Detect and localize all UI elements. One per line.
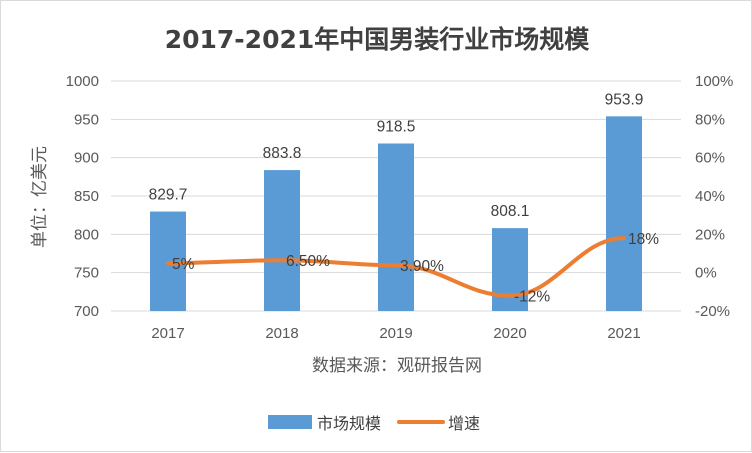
- bar-2019: [378, 143, 414, 311]
- y-axis-right-ticks: -20% 0% 20% 40% 60% 80% 100%: [695, 73, 733, 320]
- bar-data-labels: 829.7 883.8 918.5 808.1 953.9: [149, 91, 644, 220]
- y-right-tick-label: 40%: [695, 188, 725, 205]
- y-left-tick-label: 700: [74, 303, 99, 320]
- y-right-tick-label: 60%: [695, 150, 725, 167]
- x-tick-label: 2018: [265, 325, 298, 342]
- bar-value-label: 953.9: [605, 91, 644, 108]
- bar-value-label: 808.1: [491, 203, 530, 220]
- y-left-tick-label: 750: [74, 265, 99, 282]
- x-tick-label: 2020: [493, 325, 526, 342]
- y-right-tick-label: 100%: [695, 73, 733, 90]
- line-series: [166, 236, 626, 298]
- x-tick-label: 2021: [607, 325, 640, 342]
- y-right-tick-label: 20%: [695, 226, 725, 243]
- bar-2021: [606, 116, 642, 312]
- line-value-label: 6.50%: [286, 253, 330, 270]
- x-axis-ticks: 2017 2018 2019 2020 2021: [151, 325, 640, 342]
- y-right-tick-label: -20%: [695, 303, 730, 320]
- line-data-labels: 5% 6.50% 3.90% -12% 18%: [172, 231, 659, 305]
- y-left-tick-label: 800: [74, 226, 99, 243]
- x-tick-label: 2019: [379, 325, 412, 342]
- chart-title: 2017-2021年中国男装行业市场规模: [165, 25, 591, 54]
- y-left-tick-label: 950: [74, 111, 99, 128]
- bar-value-label: 883.8: [263, 145, 302, 162]
- legend: 市场规模 增速: [268, 414, 480, 433]
- y-right-tick-label: 80%: [695, 111, 725, 128]
- line-value-label: 3.90%: [400, 258, 444, 275]
- y-left-tick-label: 900: [74, 150, 99, 167]
- x-tick-label: 2017: [151, 325, 184, 342]
- legend-bar-label: 市场规模: [317, 414, 381, 433]
- bar-value-label: 918.5: [377, 118, 416, 135]
- y-axis-title: 单位：亿美元: [30, 146, 50, 248]
- y-left-tick-label: 1000: [66, 73, 99, 90]
- growth-line: [166, 236, 626, 298]
- y-axis-left-ticks: 700 750 800 850 900 950 1000: [66, 73, 99, 320]
- bar-value-label: 829.7: [149, 187, 188, 204]
- bar-series: [150, 116, 642, 312]
- legend-bar-swatch: [268, 415, 312, 429]
- x-axis-title: 数据来源：观研报告网: [312, 356, 482, 376]
- bar-2018: [264, 170, 300, 311]
- y-right-tick-label: 0%: [695, 265, 717, 282]
- legend-line-label: 增速: [448, 414, 480, 433]
- y-left-tick-label: 850: [74, 188, 99, 205]
- line-value-label: 18%: [628, 231, 659, 248]
- line-value-label: -12%: [514, 289, 550, 306]
- line-value-label: 5%: [172, 256, 195, 273]
